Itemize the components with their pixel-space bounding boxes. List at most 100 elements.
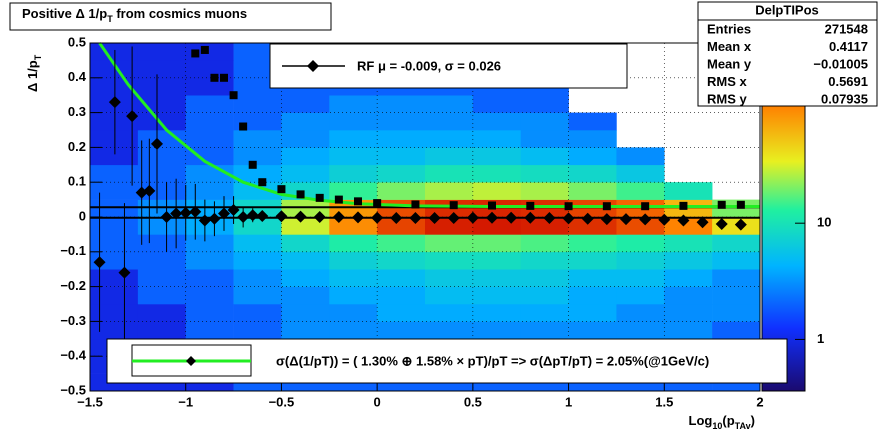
- heat-cell: [568, 164, 617, 183]
- heat-cell: [281, 199, 330, 218]
- heat-cell: [90, 164, 139, 183]
- heat-cell: [90, 43, 139, 61]
- heat-cell: [568, 182, 617, 200]
- heat-cell: [520, 251, 569, 270]
- mean-marker: [581, 212, 594, 225]
- heat-cell: [425, 95, 474, 113]
- heat-cell: [281, 217, 330, 235]
- heat-cell: [520, 182, 569, 200]
- stats-rows: Entries 271548 Mean x 0.4117 Mean y −0.01005 R…: [707, 21, 868, 106]
- heat-cell: [377, 130, 426, 148]
- stats-label: Mean x: [707, 39, 752, 54]
- heat-cell: [90, 112, 139, 131]
- heat-cell: [329, 304, 378, 322]
- heat-cell: [137, 321, 187, 340]
- heat-cell: [472, 164, 522, 183]
- heat-cell: [377, 251, 426, 270]
- heat-cell: [472, 112, 522, 131]
- y-label-text: Δ 1/p: [25, 60, 40, 92]
- heat-cell: [568, 234, 617, 253]
- sigma-marker: [641, 202, 650, 211]
- heat-cell: [185, 95, 234, 113]
- heat-cell: [90, 234, 139, 253]
- overlays: [90, 42, 760, 343]
- stats-box: [697, 1, 878, 107]
- heat-cell: [233, 321, 282, 340]
- sigma-marker: [248, 160, 257, 169]
- mean-marker: [620, 213, 632, 226]
- x-label-mid: (p: [722, 413, 734, 428]
- sigma-marker: [526, 201, 535, 210]
- heat-cell: [712, 286, 761, 305]
- chart-title: Positive Δ 1/pT from cosmics muons: [22, 6, 247, 24]
- heat-cell: [90, 286, 139, 305]
- heat-cell: [137, 43, 187, 61]
- stats-label: Entries: [707, 21, 751, 36]
- sigma-marker: [717, 200, 726, 209]
- stats-title: DelpTIPos: [755, 2, 819, 17]
- heat-cell: [185, 321, 234, 340]
- heat-cell: [616, 234, 665, 253]
- heat-cell: [137, 147, 187, 166]
- heat-cell: [472, 234, 522, 253]
- mean-marker: [143, 184, 156, 197]
- heat-cell: [329, 251, 378, 270]
- mean-marker: [160, 211, 173, 223]
- title-text: Positive Δ 1/p: [22, 6, 107, 21]
- heat-cell: [425, 199, 474, 218]
- sigma-marker: [449, 201, 458, 210]
- heat-cell: [425, 304, 474, 322]
- heat-cell: [90, 304, 139, 322]
- title-tail: from cosmics muons: [113, 6, 247, 21]
- mean-marker: [218, 207, 230, 220]
- fit-legend-marker: [186, 356, 196, 366]
- heat-cell: [329, 164, 378, 183]
- mean-marker: [505, 211, 518, 224]
- heat-cell: [472, 130, 522, 148]
- y-tick-label: −0.2: [60, 278, 86, 293]
- heat-cell: [281, 234, 330, 253]
- heat-cell: [281, 251, 330, 270]
- stats-value: 0.07935: [821, 91, 868, 106]
- heat-cell: [664, 234, 713, 253]
- heat-cell: [233, 164, 282, 183]
- heat-cell: [233, 304, 282, 322]
- mean-marker: [179, 206, 192, 219]
- heat-cell: [472, 182, 522, 200]
- heat-cell: [664, 269, 713, 287]
- heat-cell: [616, 251, 665, 270]
- sigma-marker: [373, 199, 382, 208]
- mean-marker: [313, 211, 326, 223]
- heat-cell: [472, 304, 522, 322]
- heat-cell: [233, 199, 282, 218]
- x-label-sub: 10: [712, 421, 722, 431]
- heat-cell: [281, 304, 330, 322]
- sigma-marker: [602, 202, 611, 211]
- heat-cell: [712, 304, 761, 322]
- heat-cell: [137, 286, 187, 305]
- heat-cell: [233, 286, 282, 305]
- sigma-marker: [411, 200, 420, 209]
- heat-cell: [616, 182, 665, 200]
- mean-marker: [524, 211, 537, 224]
- y-tick-label: 0: [79, 208, 86, 223]
- mean-marker: [696, 216, 709, 229]
- sigma-marker: [220, 73, 228, 82]
- sigma-marker: [210, 73, 219, 82]
- heat-cell: [616, 286, 665, 305]
- heat-cell: [281, 95, 330, 113]
- heat-cell: [616, 321, 665, 340]
- heat-cell: [712, 251, 761, 270]
- heat-cell: [712, 234, 761, 253]
- heat-cell: [233, 269, 282, 287]
- x-tick-label: 0: [374, 394, 381, 409]
- mean-marker: [543, 212, 556, 225]
- heat-cell: [425, 182, 474, 200]
- heat-cell: [281, 147, 330, 166]
- heat-cell: [520, 321, 569, 340]
- heat-cell: [329, 321, 378, 340]
- heat-cell: [664, 182, 713, 200]
- heat-cell: [616, 147, 665, 166]
- heat-cell: [377, 321, 426, 340]
